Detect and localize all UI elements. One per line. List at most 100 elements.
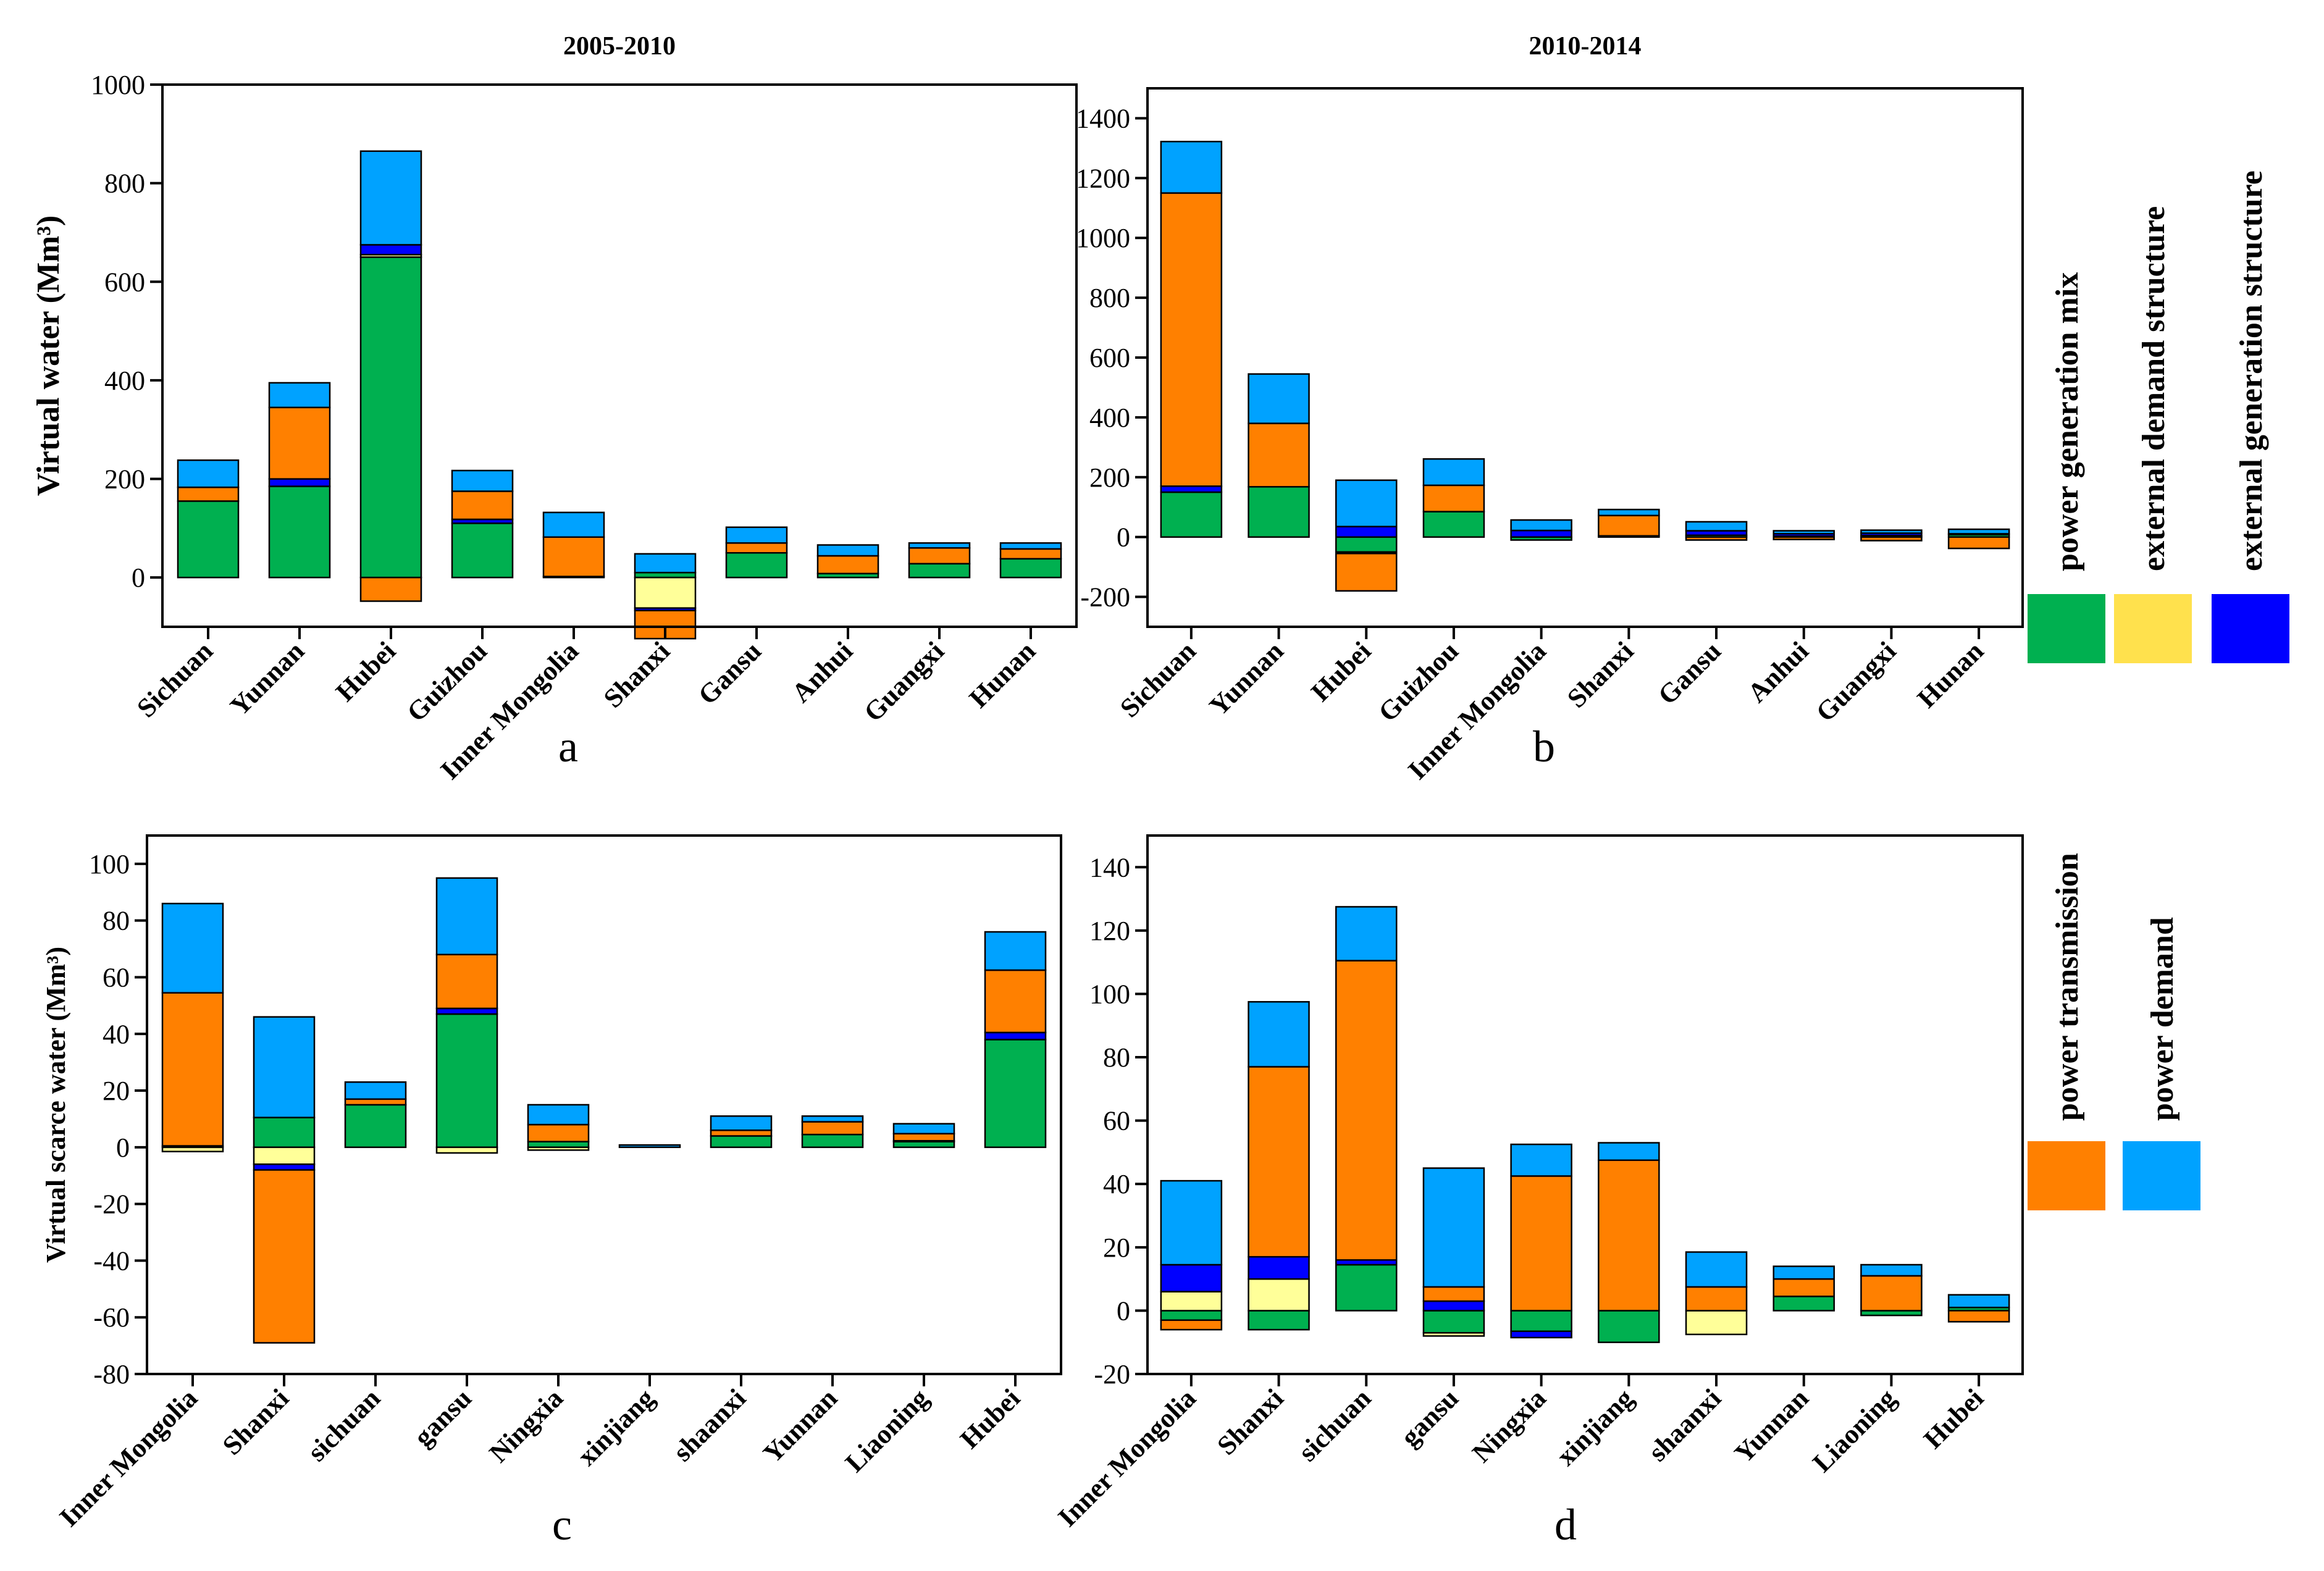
bar-stack-sichuan bbox=[1160, 140, 1223, 538]
legend-label: power generation mix bbox=[2050, 272, 2085, 571]
x-tick-label-ningxia: Ningxia bbox=[484, 1383, 569, 1468]
bar-stack-anhui bbox=[816, 544, 879, 579]
bar-power-demand-hunan bbox=[1947, 528, 2010, 535]
bar-power-demand-hubei bbox=[984, 931, 1047, 971]
y-tick-label: 1200 bbox=[1076, 163, 1130, 193]
bar-power-transmission-guangxi bbox=[1860, 536, 1923, 542]
y-tick-label: -80 bbox=[93, 1359, 130, 1389]
y-tick-label: 200 bbox=[104, 464, 145, 495]
x-tick-label-yunnan: Yunnan bbox=[1204, 635, 1290, 721]
bar-external-demand-structure-gansu bbox=[435, 1146, 498, 1154]
bar-external-demand-structure-shanxi bbox=[1248, 1278, 1310, 1312]
x-tick-label-yunnan: Yunnan bbox=[757, 1383, 843, 1468]
bar-power-demand-gansu bbox=[1422, 1167, 1485, 1288]
legend-label: power demand bbox=[2145, 917, 2180, 1121]
bar-power-transmission-gansu bbox=[435, 953, 498, 1010]
bar-stack-shaanxi bbox=[710, 1115, 773, 1149]
bar-stack-hubei bbox=[359, 150, 422, 602]
bar-stack-hubei bbox=[984, 931, 1047, 1149]
bar-stack-sichuan bbox=[344, 1081, 407, 1149]
bar-power-demand-inner-mongolia bbox=[161, 902, 224, 994]
chart-panel-a: 2005-2010 0 200 400 600 800 1000 Sichuan Yunnan H… bbox=[31, 32, 1078, 786]
bar-power-transmission-shanxi bbox=[253, 1169, 316, 1344]
bar-power-demand-sichuan bbox=[1335, 906, 1398, 961]
legend-label: power transmission bbox=[2050, 853, 2085, 1121]
bar-stack-inner-mongolia bbox=[1160, 1179, 1223, 1331]
bar-power-transmission-inner-mongolia bbox=[1160, 1319, 1223, 1331]
bar-power-generation-mix-guangxi bbox=[908, 563, 971, 579]
x-tick-label-xinjiang: xinjiang bbox=[1551, 1383, 1640, 1472]
y-tick-label: 400 bbox=[1089, 403, 1130, 433]
x-tick-label-liaoning: Liaoning bbox=[839, 1383, 934, 1478]
bar-stack-hunan bbox=[1947, 528, 2010, 550]
bar-external-generation-structure-gansu bbox=[1422, 1300, 1485, 1312]
bar-power-generation-mix-ningxia bbox=[527, 1141, 590, 1149]
bar-power-demand-gansu bbox=[435, 877, 498, 956]
y-tick-label: 20 bbox=[103, 1076, 130, 1106]
bar-external-generation-structure-shanxi bbox=[1248, 1255, 1310, 1280]
bar-power-generation-mix-guizhou bbox=[451, 522, 514, 579]
bar-stack-yunnan bbox=[801, 1115, 864, 1149]
bar-stack-hubei bbox=[1947, 1294, 2010, 1323]
x-tick-label-gansu: gansu bbox=[1395, 1383, 1464, 1452]
bar-external-generation-structure-ningxia bbox=[1510, 1330, 1572, 1339]
legend-swatch bbox=[2028, 594, 2105, 663]
bar-power-transmission-yunnan bbox=[801, 1121, 864, 1136]
bar-power-transmission-hubei bbox=[984, 969, 1047, 1034]
y-tick-label: -20 bbox=[1094, 1359, 1130, 1389]
bar-power-demand-shaanxi bbox=[1685, 1251, 1748, 1288]
bar-power-generation-mix-ningxia bbox=[1510, 1310, 1572, 1333]
bar-power-demand-anhui bbox=[816, 544, 879, 557]
y-axis-label: Virtual scarce water (Mm³) bbox=[41, 947, 71, 1263]
bar-power-generation-mix-guizhou bbox=[1422, 511, 1485, 538]
panel-label: d bbox=[1554, 1500, 1577, 1549]
bar-stack-guizhou bbox=[451, 469, 514, 579]
bar-power-generation-mix-sichuan bbox=[1335, 1263, 1398, 1312]
x-tick-label-xinjiang: xinjiang bbox=[571, 1383, 660, 1472]
x-tick-label-hunan: Hunan bbox=[963, 635, 1041, 713]
bar-power-generation-mix-shanxi bbox=[253, 1116, 316, 1149]
y-tick-label: 120 bbox=[1089, 916, 1130, 946]
bar-power-demand-sichuan bbox=[344, 1081, 407, 1100]
bar-power-transmission-sichuan bbox=[1160, 192, 1223, 487]
bar-power-demand-yunnan bbox=[801, 1115, 864, 1123]
bar-stack-gansu bbox=[1685, 521, 1748, 541]
bar-power-transmission-anhui bbox=[816, 555, 879, 575]
bar-power-demand-yunnan bbox=[1772, 1265, 1835, 1280]
bar-power-transmission-inner-mongolia bbox=[542, 536, 605, 577]
bar-stack-xinjiang bbox=[618, 1144, 681, 1149]
bar-power-transmission-inner-mongolia bbox=[161, 992, 224, 1147]
bar-power-transmission-yunnan bbox=[268, 406, 331, 480]
chart-panel-b: 2010-2014 -200 0 200 400 600 800 1000 1200 1400 Si… bbox=[1076, 32, 2024, 786]
bar-power-demand-guangxi bbox=[908, 542, 971, 549]
bar-stack-ningxia bbox=[1510, 1143, 1572, 1339]
bar-power-transmission-ningxia bbox=[527, 1123, 590, 1142]
plot-frame bbox=[1146, 87, 2024, 628]
bar-power-generation-mix-hunan bbox=[999, 558, 1062, 579]
y-tick-label: 800 bbox=[104, 169, 145, 199]
y-tick-label: 1400 bbox=[1076, 103, 1130, 133]
bar-stack-ningxia bbox=[527, 1104, 590, 1151]
legend-swatch bbox=[2123, 1141, 2200, 1210]
x-tick-label-guangxi: Guangxi bbox=[1810, 635, 1902, 727]
legend-item-power-demand: power demand bbox=[2123, 917, 2200, 1210]
x-tick-label-hunan: Hunan bbox=[1911, 635, 1989, 713]
bar-power-transmission-anhui bbox=[1772, 536, 1835, 540]
bar-power-demand-hunan bbox=[999, 542, 1062, 550]
x-tick-label-yunnan: Yunnan bbox=[224, 635, 310, 721]
bar-power-demand-shanxi bbox=[634, 553, 697, 574]
legend-top: power generation mix external demand stru… bbox=[2028, 170, 2289, 663]
bar-power-transmission-sichuan bbox=[1335, 960, 1398, 1261]
bar-power-transmission-gansu bbox=[1422, 1286, 1485, 1302]
bar-power-generation-mix-yunnan bbox=[1248, 486, 1310, 538]
x-tick-label-shanxi: Shanxi bbox=[1561, 635, 1639, 713]
bar-power-demand-ningxia bbox=[1510, 1143, 1572, 1177]
bar-power-transmission-hubei bbox=[1335, 553, 1398, 592]
bar-power-transmission-hubei bbox=[1947, 1310, 2010, 1323]
bar-power-transmission-shanxi bbox=[1248, 1066, 1310, 1258]
bar-stack-guizhou bbox=[1422, 458, 1485, 538]
bar-stack-shanxi bbox=[634, 553, 697, 640]
bar-power-generation-mix-yunnan bbox=[268, 485, 331, 579]
y-tick-label: 0 bbox=[132, 563, 145, 593]
y-axis-label: Virtual water (Mm³) bbox=[31, 216, 66, 496]
